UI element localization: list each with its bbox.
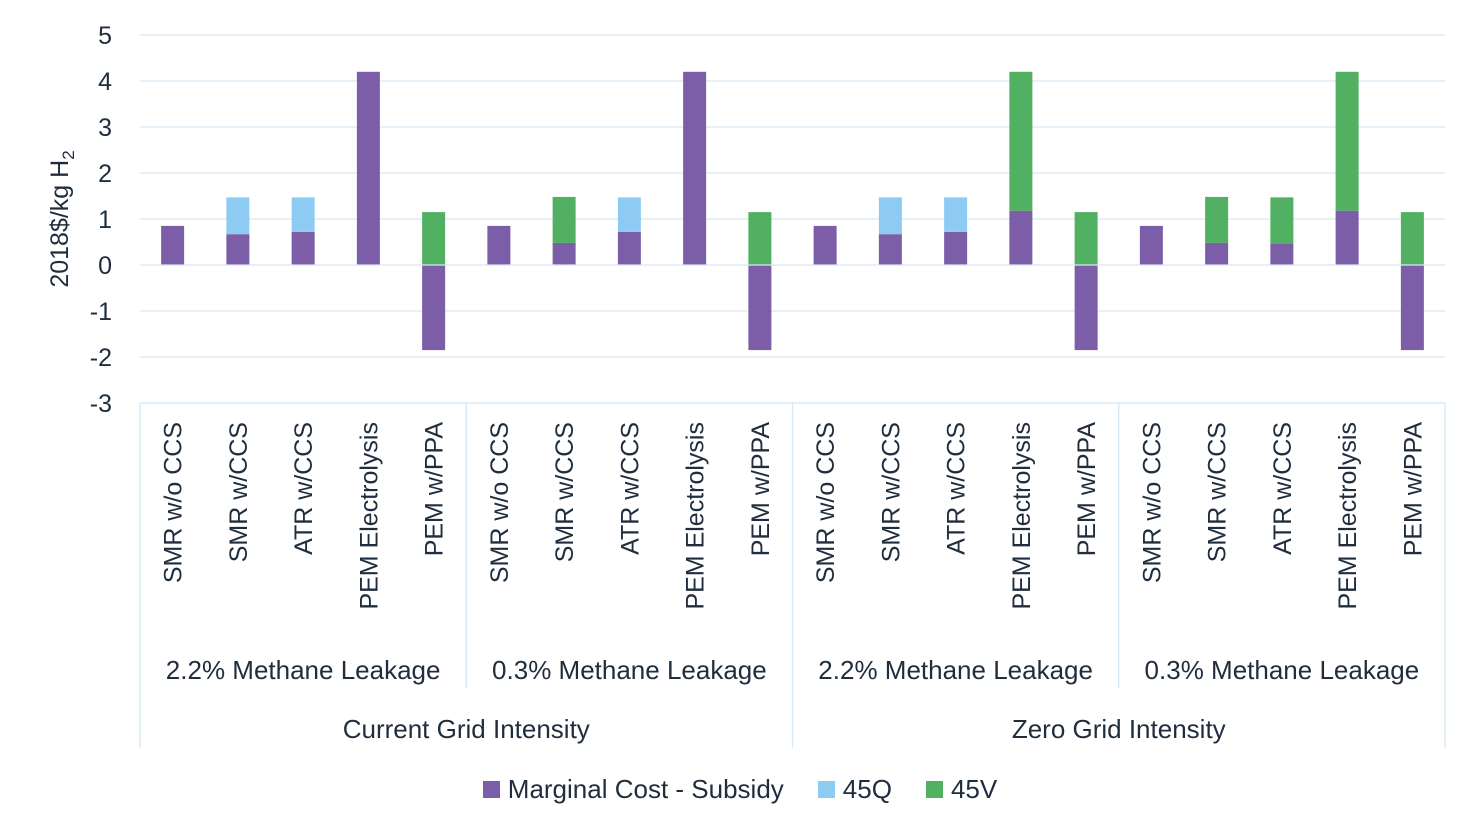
bar-segment: [1335, 71, 1359, 211]
x-category-label: SMR w/CCS: [551, 422, 579, 562]
outer-group-label: Zero Grid Intensity: [1012, 714, 1226, 744]
legend-swatch: [482, 781, 500, 798]
x-category-label: PEM w/PPA: [1073, 422, 1101, 557]
inner-group-label: 0.3% Methane Leakage: [492, 655, 767, 685]
x-category-label: ATR w/CCS: [1269, 422, 1297, 555]
bar-segment: [878, 197, 902, 235]
legend-item: Marginal Cost - Subsidy: [482, 774, 784, 805]
x-category-label: ATR w/CCS: [616, 422, 644, 555]
bar-segment: [1074, 265, 1098, 351]
bar-segment: [1270, 197, 1294, 244]
legend-label: Marginal Cost - Subsidy: [507, 774, 784, 804]
bar-segment: [1335, 210, 1359, 265]
y-tick-label: 5: [98, 22, 112, 50]
x-category-label: SMR w/o CCS: [160, 422, 188, 583]
x-category-label: PEM Electrolysis: [682, 422, 710, 610]
stacked-bar-chart: 5 4 3 2 1 0 -1 -2 -3 SMR w/o CCS SMR w/CCS ATR w/C…: [46, 22, 1446, 748]
legend-label: 45V: [950, 774, 998, 804]
x-category-label: PEM w/PPA: [747, 422, 775, 557]
bar-segment: [1400, 212, 1424, 265]
y-tick-label: 0: [98, 252, 112, 280]
bar-segment: [813, 225, 837, 265]
y-tick-label: 3: [98, 114, 112, 142]
inner-group-label: 2.2% Methane Leakage: [166, 655, 441, 685]
y-tick-label: -1: [90, 298, 112, 326]
x-category-label: PEM Electrolysis: [355, 422, 383, 610]
bar-segment: [291, 231, 315, 265]
bar-segment: [878, 234, 902, 265]
chart-legend: Marginal Cost - Subsidy 45Q 45V: [0, 774, 1480, 805]
bar-segment: [1139, 225, 1163, 265]
bar-segment: [1205, 242, 1229, 265]
x-category-label: SMR w/CCS: [225, 422, 253, 562]
x-category-label: SMR w/o CCS: [812, 422, 840, 583]
gridlines: [140, 34, 1445, 404]
x-category-label: SMR w/CCS: [877, 422, 905, 562]
y-axis-label: 2018$/kg H2: [46, 150, 78, 287]
x-category-label: PEM w/PPA: [421, 422, 449, 557]
x-category-label: SMR w/CCS: [1204, 422, 1232, 562]
bar-segment: [161, 225, 185, 265]
bar-segment: [1400, 265, 1424, 351]
bar-segment: [1205, 196, 1229, 243]
bar-segment: [1009, 71, 1033, 211]
bar-segment: [944, 197, 968, 232]
bar-segment: [226, 234, 250, 265]
y-tick-label: -2: [90, 344, 112, 372]
y-tick-label: -3: [90, 390, 112, 418]
bar-segment: [226, 197, 250, 235]
outer-group-label: Current Grid Intensity: [343, 714, 590, 744]
inner-group-label: 0.3% Methane Leakage: [1145, 655, 1420, 685]
bar-segment: [748, 265, 772, 351]
bar-segment: [356, 71, 380, 265]
bar-segment: [683, 71, 707, 265]
legend-swatch: [817, 781, 835, 798]
bar-segment: [1270, 243, 1294, 265]
bar-segment: [944, 231, 968, 265]
bar-segment: [552, 196, 576, 243]
bar-segment: [617, 231, 641, 265]
y-axis-ticks: 5 4 3 2 1 0 -1 -2 -3: [90, 22, 112, 418]
y-tick-label: 1: [98, 206, 112, 234]
bar-segment: [1074, 212, 1098, 265]
legend-label: 45Q: [842, 774, 892, 804]
bar-segment: [552, 242, 576, 265]
x-axis-categories: SMR w/o CCS SMR w/CCS ATR w/CCS PEM Electro…: [160, 422, 1428, 610]
bar-segment: [1009, 210, 1033, 265]
bar-segment: [748, 212, 772, 265]
y-tick-label: 2: [98, 160, 112, 188]
x-category-label: ATR w/CCS: [943, 422, 971, 555]
legend-item: 45V: [925, 774, 998, 805]
x-category-label: PEM w/PPA: [1399, 422, 1427, 557]
bar-segment: [617, 197, 641, 232]
x-category-label: ATR w/CCS: [290, 422, 318, 555]
bar-segment: [291, 197, 315, 232]
x-category-label: SMR w/o CCS: [1138, 422, 1166, 583]
legend-swatch: [925, 781, 943, 798]
bar-segment: [487, 225, 511, 265]
bars: [161, 71, 1424, 351]
x-category-label: SMR w/o CCS: [486, 422, 514, 583]
bar-segment: [422, 212, 446, 265]
legend-item: 45Q: [817, 774, 892, 805]
x-category-label: PEM Electrolysis: [1008, 422, 1036, 610]
inner-group-label: 2.2% Methane Leakage: [818, 655, 1093, 685]
y-tick-label: 4: [98, 68, 112, 96]
bar-segment: [422, 265, 446, 351]
group-separators: 2.2% Methane Leakage 0.3% Methane Leakage…: [139, 402, 1446, 748]
x-category-label: PEM Electrolysis: [1334, 422, 1362, 610]
